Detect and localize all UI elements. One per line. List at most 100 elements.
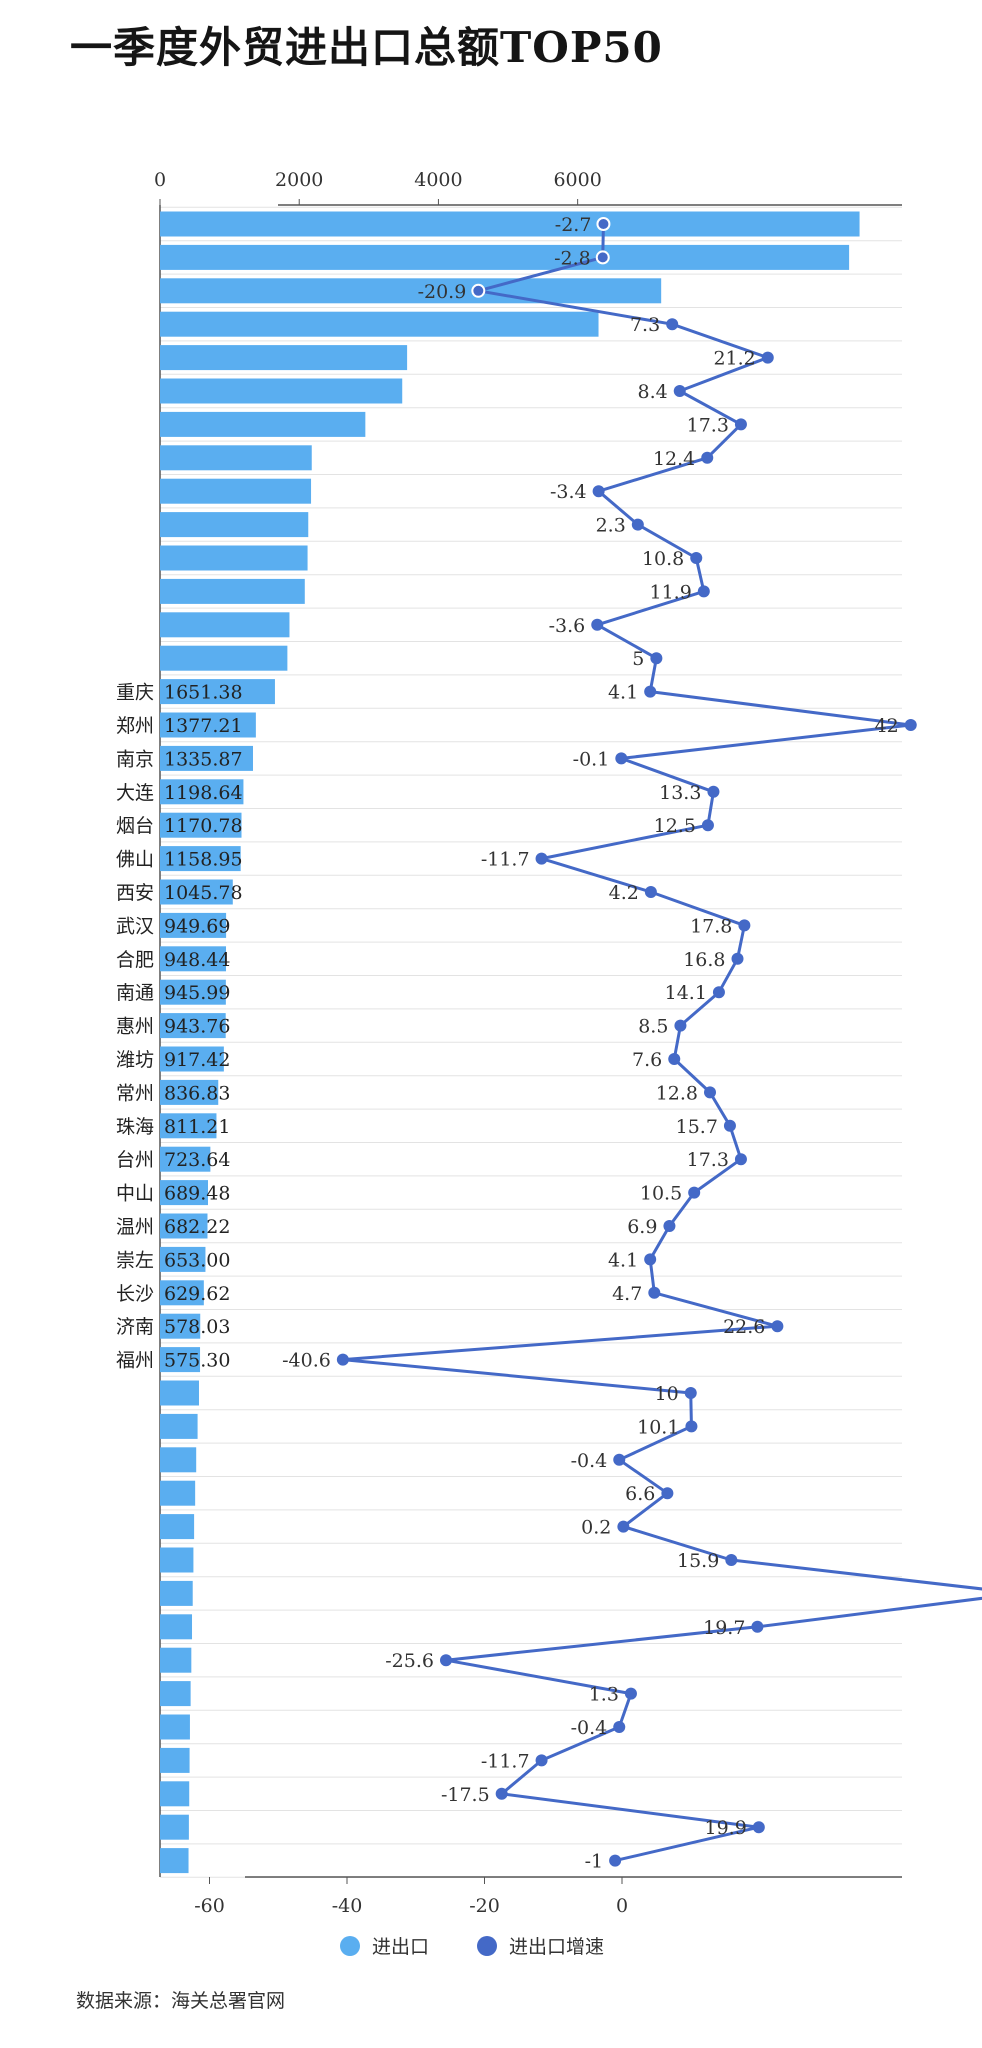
growth-point — [734, 418, 747, 431]
bar — [160, 712, 256, 738]
bar — [160, 946, 227, 972]
bar — [160, 278, 662, 304]
growth-value-label: 7.6 — [632, 1049, 662, 1071]
growth-point — [704, 1086, 716, 1099]
bar-value-label: 917.42 — [164, 1049, 230, 1071]
legend-bar-swatch — [340, 1935, 360, 1956]
growth-point — [644, 1253, 657, 1266]
growth-value-label: -40.6 — [282, 1350, 331, 1372]
growth-point — [697, 585, 710, 598]
bar — [160, 578, 305, 604]
growth-point — [440, 1654, 452, 1667]
legend-item-bar[interactable]: 进出口 — [340, 1932, 429, 1959]
growth-point — [595, 250, 610, 265]
growth-point — [685, 1420, 698, 1433]
bar-value-label: 723.64 — [164, 1149, 230, 1171]
bar — [160, 1413, 198, 1439]
bar — [160, 1681, 191, 1707]
bar — [160, 1213, 208, 1239]
bar-value-label: 836.83 — [164, 1082, 230, 1104]
bar-value-label: 945.99 — [164, 982, 230, 1004]
bar — [160, 846, 241, 872]
bar — [160, 1848, 189, 1874]
bar — [160, 879, 233, 905]
bar-value-label: 1158.95 — [164, 849, 243, 871]
growth-point — [336, 1353, 349, 1366]
growth-value-label: 13.3 — [659, 782, 701, 804]
growth-value-label: 10.5 — [640, 1183, 682, 1205]
growth-value-label: 10.8 — [642, 548, 684, 570]
bar — [160, 1280, 204, 1306]
bar — [160, 411, 366, 437]
growth-value-label: -1 — [585, 1851, 604, 1873]
growth-value-label: 5 — [632, 648, 644, 670]
bar — [160, 1480, 196, 1506]
bar — [160, 1580, 193, 1606]
bar-value-label: 1335.87 — [164, 748, 243, 770]
bottom-axis-tick-label: -20 — [469, 1895, 500, 1917]
bar — [160, 979, 226, 1005]
growth-value-label: 8.5 — [638, 1016, 668, 1038]
growth-point — [592, 485, 605, 498]
growth-point — [701, 451, 714, 464]
bar — [160, 1079, 219, 1105]
growth-value-label: 42 — [875, 715, 899, 737]
growth-value-label: 6.6 — [625, 1483, 655, 1505]
combo-chart: 0 2000 4000 6000 -60 -40 -20 0 重庆 1651.38 郑州 1377.2… — [116, 169, 982, 1917]
category-label: 西安 — [116, 882, 154, 904]
growth-value-label: 22.6 — [723, 1316, 765, 1338]
growth-value-label: 2.3 — [596, 515, 626, 537]
growth-value-label: 1.3 — [589, 1684, 619, 1706]
growth-point — [661, 1487, 674, 1500]
bar-value-label: 811.21 — [164, 1116, 230, 1138]
bar — [160, 1046, 224, 1072]
growth-value-label: 8.4 — [638, 381, 668, 403]
bar-value-label: 689.48 — [164, 1183, 230, 1205]
growth-value-label: -17.5 — [441, 1784, 490, 1806]
growth-value-label: -2.7 — [555, 214, 592, 236]
growth-point — [615, 752, 628, 765]
growth-point — [712, 986, 725, 999]
growth-value-label: 10 — [655, 1383, 679, 1405]
bar — [160, 211, 860, 237]
growth-value-label: -2.8 — [554, 247, 591, 269]
growth-point — [624, 1687, 637, 1700]
bar-value-label: 1651.38 — [164, 682, 243, 704]
bar — [160, 1547, 194, 1573]
growth-point — [751, 1620, 764, 1633]
category-label: 武汉 — [116, 915, 154, 937]
growth-value-label: -11.7 — [481, 1750, 530, 1772]
growth-point — [535, 1754, 548, 1767]
bar — [160, 612, 290, 638]
growth-value-label: 17.3 — [687, 1149, 729, 1171]
category-label: 温州 — [116, 1216, 154, 1238]
bar — [160, 311, 599, 337]
growth-point — [674, 1019, 687, 1032]
bar — [160, 1814, 189, 1840]
category-label: 大连 — [116, 782, 154, 804]
category-label: 珠海 — [116, 1116, 154, 1138]
bar — [160, 1747, 190, 1773]
bar-value-label: 575.30 — [164, 1350, 230, 1372]
bar — [160, 1714, 190, 1740]
growth-point — [771, 1320, 784, 1333]
bar — [160, 1146, 211, 1172]
legend-item-line[interactable]: 进出口增速 — [477, 1932, 604, 1959]
growth-value-label: -0.1 — [573, 748, 610, 770]
growth-point — [613, 1453, 626, 1466]
growth-point — [684, 1387, 697, 1399]
top-axis-tick-label: 6000 — [553, 169, 601, 191]
growth-point — [644, 685, 657, 698]
bar — [160, 1180, 208, 1206]
bar-value-label: 949.69 — [164, 915, 230, 937]
bar-value-label: 629.62 — [164, 1283, 230, 1305]
bar — [160, 1781, 190, 1807]
growth-value-label: 14.1 — [665, 982, 707, 1004]
growth-line — [341, 223, 982, 1863]
bar-value-label: 1045.78 — [164, 882, 243, 904]
bar — [160, 445, 312, 471]
bar — [160, 812, 242, 838]
growth-point — [734, 1153, 747, 1166]
growth-point — [690, 552, 703, 564]
growth-value-label: 19.9 — [705, 1817, 747, 1839]
